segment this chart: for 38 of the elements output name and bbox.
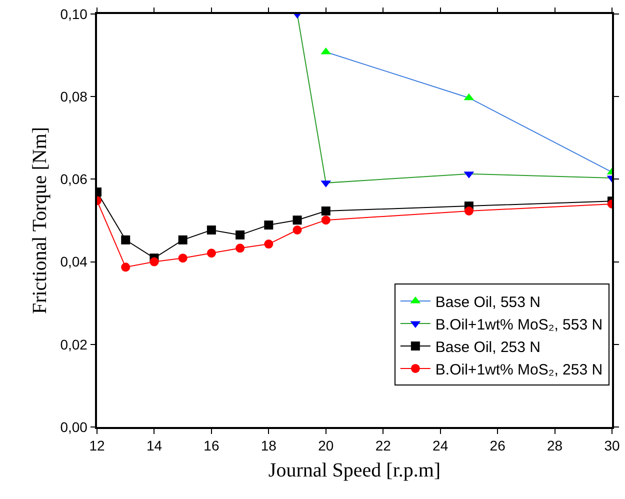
y-axis-title: Frictional Torque [Nm] [29,126,52,314]
point [292,216,302,225]
x-tick-label: 24 [432,438,448,454]
x-tick-label: 22 [375,438,392,454]
point [264,240,274,249]
x-tick-label: 14 [146,438,162,454]
point [206,248,216,258]
point [264,220,274,230]
point [121,262,130,272]
point [178,235,188,244]
legend-label: Base Oil, 253 N [435,338,540,356]
point [321,216,330,225]
y-tick-label: 0,10 [60,6,88,22]
point [178,254,188,263]
x-tick-label: 12 [89,438,105,454]
point [206,226,216,234]
legend-label: Base Oil, 553 N [435,294,540,311]
x-tick-label: 28 [546,438,563,454]
legend-label: B.Oil+1wt% MoS₂, 553 N [435,316,603,334]
y-tick-label: 0,06 [60,171,88,188]
x-tick-label: 20 [318,438,334,454]
legend-label: B.Oil+1wt% MoS₂, 253 N [435,361,603,378]
y-tick-label: 0,08 [60,88,88,104]
point [321,206,330,216]
point [121,235,130,244]
x-tick-label: 26 [490,438,506,454]
point [292,226,302,234]
point [236,244,245,253]
x-tick-label: 18 [260,438,277,454]
y-tick-label: 0,04 [60,254,88,270]
x-tick-label: 30 [604,438,620,454]
y-tick-label: 0,02 [60,336,88,352]
x-tick-label: 16 [204,438,220,454]
point [150,257,159,266]
point [464,206,474,216]
point [236,230,245,240]
y-tick-label: 0,00 [60,418,88,435]
x-axis-title: Journal Speed [r.p.m] [268,460,441,482]
